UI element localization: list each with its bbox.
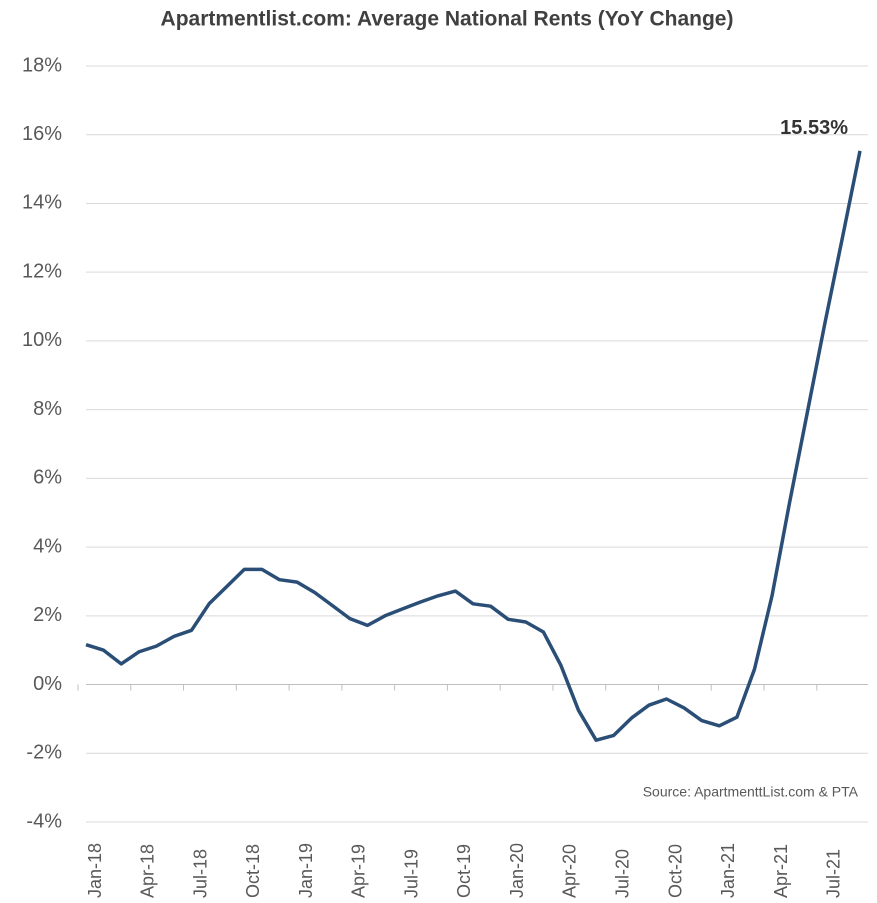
- y-tick-label: -2%: [26, 742, 62, 764]
- y-tick-label: 12%: [22, 260, 62, 282]
- y-tick-label: 8%: [33, 398, 62, 420]
- x-tick-label: Apr-20: [560, 844, 580, 898]
- chart-title: Apartmentlist.com: Average National Rent…: [161, 8, 734, 31]
- x-tick-label: Oct-18: [243, 844, 263, 898]
- x-tick-label: Jul-19: [401, 849, 421, 898]
- data-label: 15.53%: [780, 117, 848, 139]
- x-tick-label: Oct-19: [454, 844, 474, 898]
- x-tick-label: Jul-20: [612, 849, 632, 898]
- y-tick-label: 10%: [22, 329, 62, 351]
- x-tick-label: Jan-20: [507, 843, 527, 898]
- y-tick-label: 16%: [22, 123, 62, 145]
- x-tick-label: Jan-19: [296, 843, 316, 898]
- series-line: [85, 150, 862, 742]
- y-tick-label: 4%: [33, 535, 62, 557]
- x-tick-label: Jul-18: [190, 849, 210, 898]
- x-tick-label: Oct-20: [665, 844, 685, 898]
- y-tick-label: 6%: [33, 467, 62, 489]
- x-tick-label: Jan-18: [85, 843, 105, 898]
- x-tick-label: Apr-18: [138, 844, 158, 898]
- x-tick-label: Apr-19: [349, 844, 369, 898]
- x-tick-label: Jul-21: [824, 849, 844, 898]
- x-tick-label: Jan-21: [718, 843, 738, 898]
- y-tick-label: 2%: [33, 604, 62, 626]
- y-tick-label: 18%: [22, 54, 62, 76]
- source-note: Source: ApartmenttList.com & PTA: [643, 784, 859, 800]
- x-tick-label: Apr-21: [771, 844, 791, 898]
- y-tick-label: 14%: [22, 192, 62, 214]
- y-tick-label: 0%: [33, 673, 62, 695]
- y-tick-label: -4%: [26, 810, 62, 832]
